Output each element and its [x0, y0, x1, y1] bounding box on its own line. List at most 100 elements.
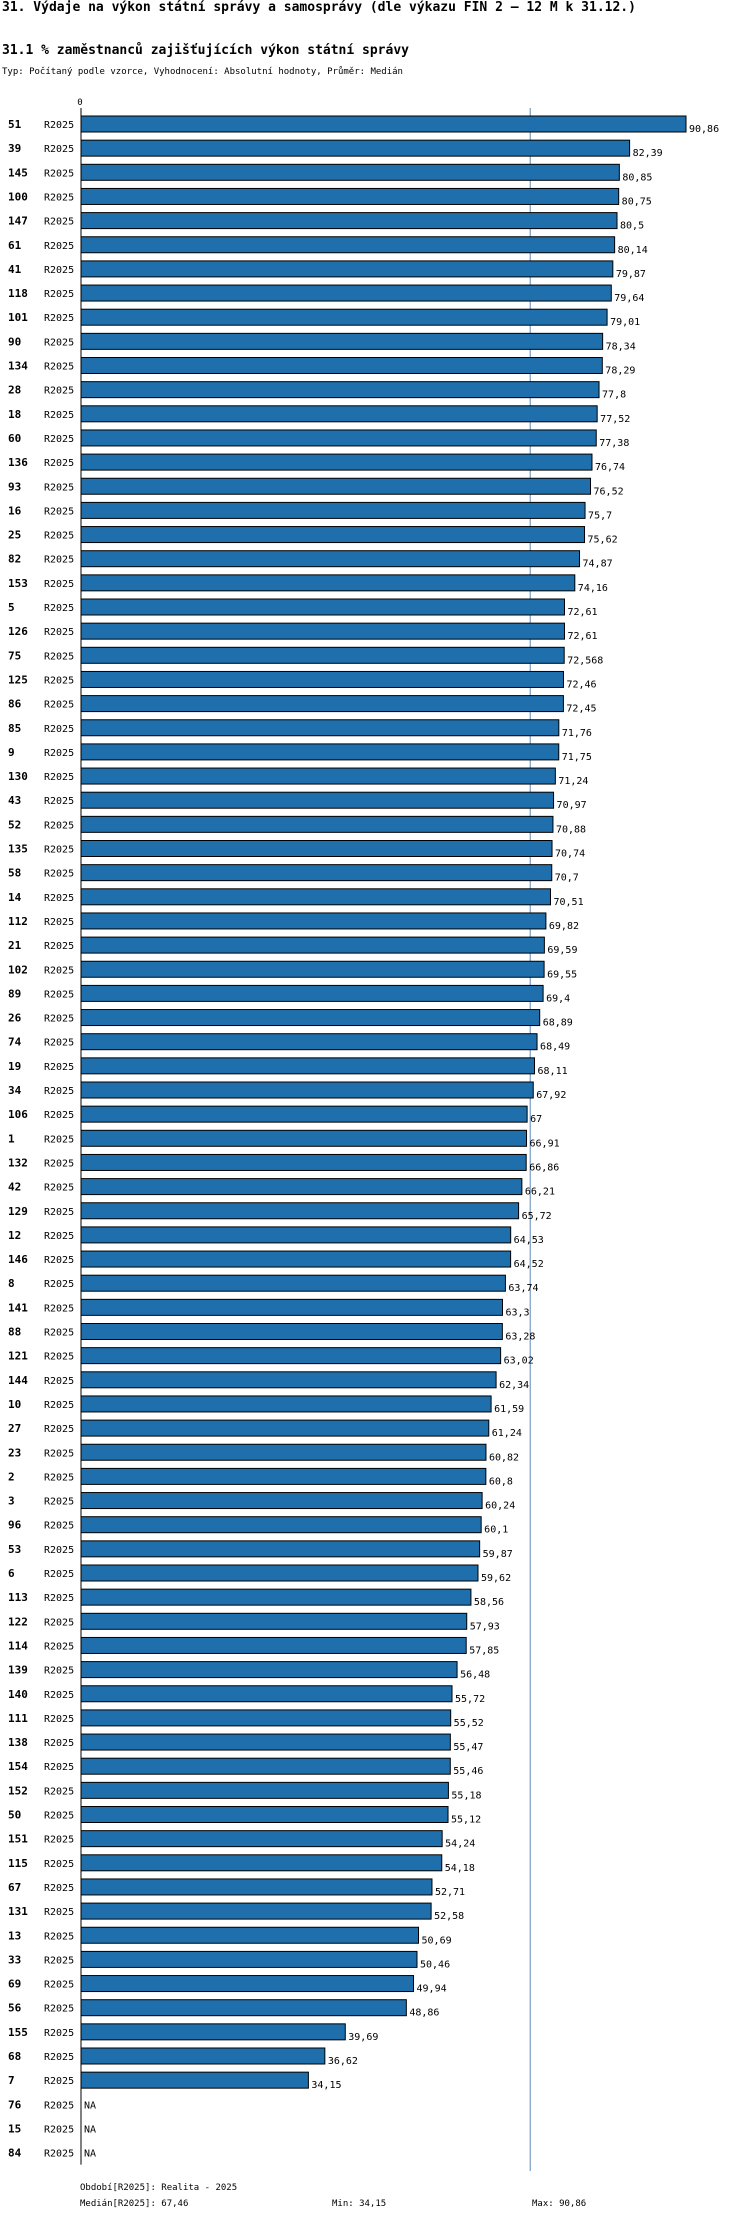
row-period-label: R2025: [44, 1014, 74, 1025]
bar: [80, 1661, 458, 1679]
row-period-label: R2025: [44, 337, 74, 348]
bar-value-label: 79,64: [614, 293, 644, 304]
row-id-label: 5: [8, 601, 15, 614]
bar-value-label: 63,74: [508, 1283, 538, 1294]
row-id-label: 1: [8, 1132, 15, 1145]
footer-period: Období[R2025]: Realita - 2025: [80, 2183, 238, 2193]
bar-value-label: NA: [84, 2149, 96, 2160]
bar-value-label: 77,52: [600, 414, 630, 425]
bar-value-label: 79,87: [616, 269, 646, 280]
bar: [80, 1153, 527, 1171]
footer-max: Max: 90,86: [532, 2199, 587, 2209]
bar-value-label: 66,91: [530, 1138, 560, 1149]
row-period-label: R2025: [44, 192, 74, 203]
row-id-label: 14: [8, 891, 22, 904]
bar: [80, 1129, 528, 1147]
bar: [80, 912, 547, 930]
row-period-label: R2025: [44, 1641, 74, 1652]
bar: [80, 284, 612, 302]
bar-value-label: 48,86: [409, 2008, 439, 2019]
bar-value-label: 61,59: [494, 1404, 524, 1415]
row-period-label: R2025: [44, 1448, 74, 1459]
bar-value-label: 39,69: [348, 2032, 378, 2043]
row-period-label: R2025: [44, 1666, 74, 1677]
axis-zero-label: 0: [77, 98, 82, 108]
row-id-label: 134: [8, 360, 28, 373]
row-id-label: 33: [8, 1953, 21, 1966]
row-period-label: R2025: [44, 989, 74, 1000]
bar: [80, 212, 618, 230]
row-id-label: 112: [8, 915, 28, 928]
row-period-label: R2025: [44, 1690, 74, 1701]
row-period-label: R2025: [44, 1110, 74, 1121]
bar: [80, 1419, 490, 1437]
bar-value-label: 55,52: [454, 1718, 484, 1729]
row-period-label: R2025: [44, 845, 74, 856]
row-id-label: 155: [8, 2026, 28, 2039]
bar: [80, 453, 593, 471]
row-period-label: R2025: [44, 120, 74, 131]
row-id-label: 154: [8, 1760, 28, 1773]
row-period-label: R2025: [44, 482, 74, 493]
bar-value-label: 50,69: [422, 1935, 452, 1946]
bar-value-label: 64,53: [514, 1235, 544, 1246]
row-period-label: R2025: [44, 700, 74, 711]
row-period-label: R2025: [44, 579, 74, 590]
row-id-label: 102: [8, 963, 28, 976]
row-period-label: R2025: [44, 1328, 74, 1339]
row-period-label: R2025: [44, 1738, 74, 1749]
bar: [80, 1274, 506, 1292]
bar: [80, 695, 564, 713]
row-period-label: R2025: [44, 1786, 74, 1797]
bar-value-label: 57,93: [470, 1621, 500, 1632]
row-id-label: 141: [8, 1301, 28, 1314]
row-period-label: R2025: [44, 265, 74, 276]
bar-value-label: 80,85: [622, 172, 652, 183]
bar: [80, 2023, 346, 2041]
row-period-label: R2025: [44, 506, 74, 517]
row-id-label: 145: [8, 166, 28, 179]
bar: [80, 888, 551, 906]
row-id-label: 101: [8, 311, 28, 324]
bar-value-label: 60,1: [484, 1525, 508, 1536]
row-id-label: 113: [8, 1591, 28, 1604]
row-id-label: 2: [8, 1470, 15, 1483]
row-id-label: 28: [8, 384, 21, 397]
row-id-label: 74: [8, 1036, 22, 1049]
row-id-label: 131: [8, 1905, 28, 1918]
bar-value-label: 66,21: [525, 1187, 555, 1198]
row-id-label: 61: [8, 239, 22, 252]
row-period-label: R2025: [44, 603, 74, 614]
row-id-label: 111: [8, 1712, 28, 1725]
row-id-label: 147: [8, 215, 28, 228]
row-id-label: 42: [8, 1181, 21, 1194]
row-id-label: 68: [8, 2050, 21, 2063]
row-id-label: 85: [8, 722, 21, 735]
bar: [80, 1564, 479, 1582]
bar-value-label: 70,97: [557, 800, 587, 811]
row-period-label: R2025: [44, 748, 74, 759]
bar: [80, 1685, 453, 1703]
bar-value-label: NA: [84, 2124, 96, 2135]
bar: [80, 405, 598, 423]
bar-value-label: 69,82: [549, 921, 579, 932]
bar: [80, 236, 616, 254]
row-period-label: R2025: [44, 168, 74, 179]
bar: [80, 1854, 443, 1872]
row-period-label: R2025: [44, 410, 74, 421]
row-period-label: R2025: [44, 1279, 74, 1290]
row-id-label: 16: [8, 504, 22, 517]
row-id-label: 67: [8, 1881, 21, 1894]
bar: [80, 1298, 503, 1316]
bar-value-label: 60,24: [485, 1501, 515, 1512]
bar-value-label: 71,76: [562, 728, 592, 739]
row-period-label: R2025: [44, 1424, 74, 1435]
bar-value-label: 60,82: [489, 1452, 519, 1463]
bar-value-label: 71,75: [562, 752, 592, 763]
bar: [80, 381, 600, 399]
row-period-label: R2025: [44, 917, 74, 928]
row-period-label: R2025: [44, 1231, 74, 1242]
row-period-label: R2025: [44, 893, 74, 904]
bar-value-label: 70,51: [553, 897, 583, 908]
row-id-label: 129: [8, 1205, 28, 1218]
